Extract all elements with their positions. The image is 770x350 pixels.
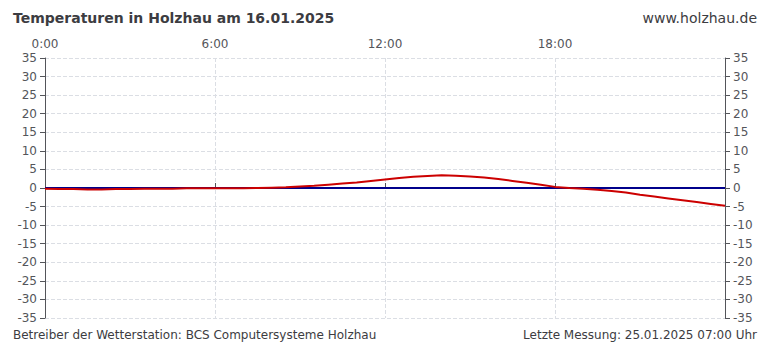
svg-text:-5: -5 (25, 200, 37, 214)
svg-text:-25: -25 (733, 274, 753, 288)
svg-text:20: 20 (22, 107, 37, 121)
svg-text:-25: -25 (17, 274, 37, 288)
svg-text:30: 30 (733, 70, 748, 84)
svg-text:0: 0 (29, 181, 37, 195)
svg-text:Betreiber der Wetterstation: B: Betreiber der Wetterstation: BCS Compute… (13, 328, 376, 342)
svg-text:Temperaturen in Holzhau am 16.: Temperaturen in Holzhau am 16.01.2025 (13, 10, 334, 26)
svg-text:10: 10 (22, 144, 37, 158)
svg-text:Letzte Messung: 25.01.2025 07:: Letzte Messung: 25.01.2025 07:00 Uhr (523, 328, 757, 342)
svg-text:15: 15 (733, 125, 748, 139)
svg-text:5: 5 (733, 162, 741, 176)
svg-text:35: 35 (733, 51, 748, 65)
svg-text:-5: -5 (733, 200, 745, 214)
svg-text:-35: -35 (17, 311, 37, 325)
svg-text:18:00: 18:00 (538, 37, 573, 51)
svg-text:-30: -30 (733, 292, 753, 306)
svg-text:12:00: 12:00 (368, 37, 403, 51)
svg-text:6:00: 6:00 (202, 37, 229, 51)
svg-text:-35: -35 (733, 311, 753, 325)
svg-text:-15: -15 (733, 237, 753, 251)
svg-text:30: 30 (22, 70, 37, 84)
svg-text:20: 20 (733, 107, 748, 121)
svg-text:35: 35 (22, 51, 37, 65)
svg-text:-30: -30 (17, 292, 37, 306)
svg-text:-15: -15 (17, 237, 37, 251)
svg-text:-10: -10 (733, 218, 753, 232)
svg-text:25: 25 (22, 88, 37, 102)
svg-text:-10: -10 (17, 218, 37, 232)
svg-text:10: 10 (733, 144, 748, 158)
svg-text:25: 25 (733, 88, 748, 102)
svg-text:15: 15 (22, 125, 37, 139)
svg-text:5: 5 (29, 162, 37, 176)
svg-text:-20: -20 (733, 255, 753, 269)
svg-text:0:00: 0:00 (32, 37, 59, 51)
svg-text:0: 0 (733, 181, 741, 195)
svg-text:-20: -20 (17, 255, 37, 269)
svg-text:www.holzhau.de: www.holzhau.de (643, 10, 757, 26)
